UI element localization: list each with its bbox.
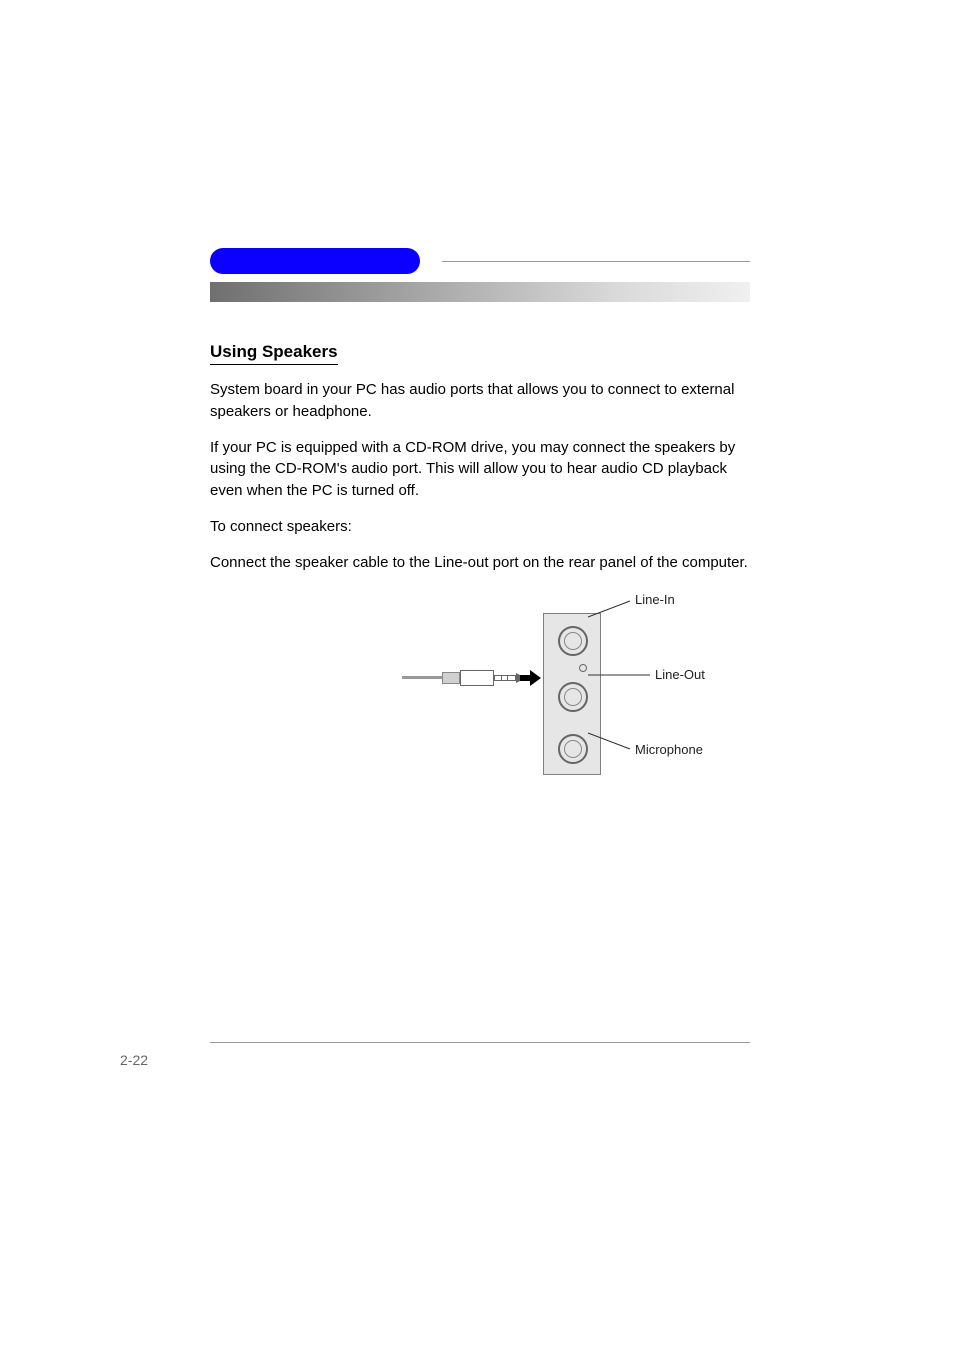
jack-label-microphone: Microphone xyxy=(635,742,703,757)
jack-label-line-out: Line-Out xyxy=(655,667,705,682)
section-gradient-bar xyxy=(210,282,750,302)
instruction: To connect speakers: xyxy=(210,516,750,538)
connector-diagram: Line-In Line-Out Microphone xyxy=(210,593,750,793)
paragraph: If your PC is equipped with a CD-ROM dri… xyxy=(210,437,750,502)
subheading: Using Speakers xyxy=(210,342,338,365)
paragraph: System board in your PC has audio ports … xyxy=(210,379,750,423)
jack-label-line-in: Line-In xyxy=(635,592,675,607)
page-number: 2-22 xyxy=(120,1052,148,1068)
leader-lines xyxy=(210,593,750,793)
section-rule xyxy=(442,261,750,262)
step-text: Connect the speaker cable to the Line-ou… xyxy=(210,552,750,574)
section-pill xyxy=(210,248,420,274)
footer-rule xyxy=(210,1042,750,1043)
body-text: System board in your PC has audio ports … xyxy=(210,379,750,573)
section-header-row xyxy=(210,248,750,274)
